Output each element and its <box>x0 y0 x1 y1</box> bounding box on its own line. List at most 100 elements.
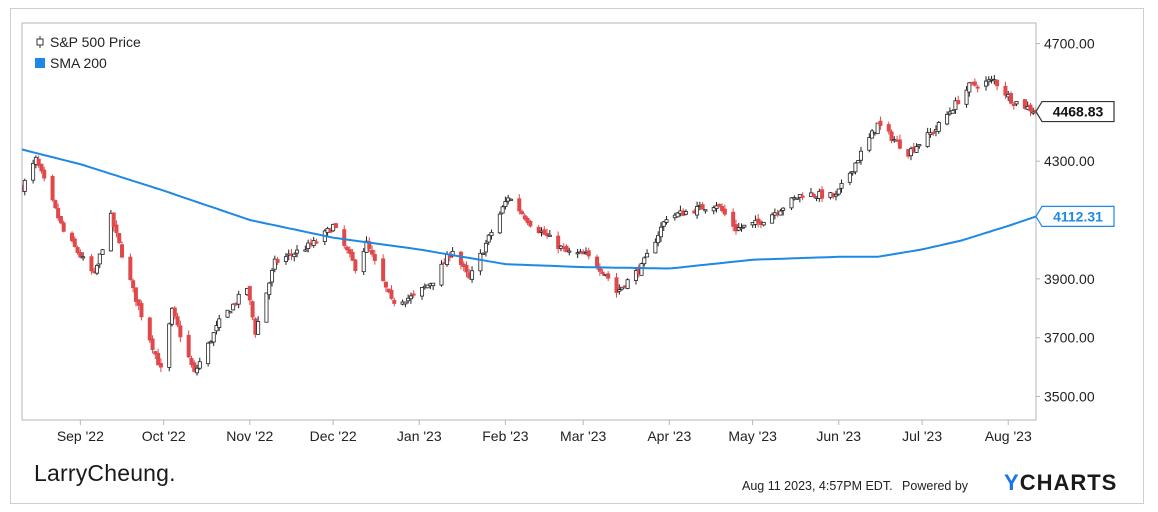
candle-body <box>586 250 591 257</box>
last-value-labels: 4468.83 4112.31 <box>1035 100 1115 228</box>
candlestick-icon-body <box>36 38 44 46</box>
candle-body <box>270 270 275 283</box>
candle-body <box>36 158 41 166</box>
candle-body <box>195 367 200 374</box>
candle-body <box>542 229 547 235</box>
candle-body <box>292 253 297 258</box>
candle-body <box>136 299 141 306</box>
last-sma-label-text: 4112.31 <box>1053 208 1103 224</box>
candle-body <box>567 250 572 253</box>
candle-body <box>556 235 561 250</box>
candlestick-icon <box>36 36 44 48</box>
legend-label-sma: SMA 200 <box>50 55 107 71</box>
footer-powered-by: Powered by <box>902 479 969 493</box>
candle-body <box>656 234 661 244</box>
y-tick-label: 4700.00 <box>1044 36 1095 52</box>
candle-body <box>408 295 413 300</box>
x-tick-label: Sep '22 <box>57 428 104 444</box>
candle-body <box>481 252 486 255</box>
candle-body <box>439 263 444 286</box>
candle-body <box>61 222 66 232</box>
candle-body <box>389 289 394 299</box>
candle-body <box>761 222 766 226</box>
candle-body <box>853 162 858 173</box>
candle-body <box>70 232 75 242</box>
candle-body <box>186 334 191 358</box>
candle-body <box>214 325 219 332</box>
sma-200-line <box>22 148 1036 270</box>
candle-body <box>908 148 913 157</box>
candle-body <box>128 256 133 280</box>
candles <box>22 74 1036 376</box>
candle-body <box>836 188 841 195</box>
candle-body <box>42 169 47 179</box>
candle-body <box>447 255 452 258</box>
candle-body <box>953 100 958 110</box>
candle-body <box>383 281 388 288</box>
candle-body <box>367 241 372 249</box>
candle-body <box>100 249 105 255</box>
candle-body <box>22 179 27 192</box>
candle-body <box>267 282 272 296</box>
candle-body <box>425 284 430 289</box>
candle-body <box>528 220 533 227</box>
candle-body <box>564 245 569 253</box>
candle-body <box>925 132 930 147</box>
candle-body <box>889 131 894 141</box>
candle-body <box>470 270 475 280</box>
candle-body <box>361 250 366 273</box>
candle-body <box>478 252 483 272</box>
candle-body <box>189 358 194 366</box>
candle-body <box>731 211 736 227</box>
candle-body <box>75 247 80 253</box>
candle-body <box>464 264 469 273</box>
candle-body <box>1022 99 1027 109</box>
candle-body <box>820 189 825 199</box>
candle-body <box>117 233 122 244</box>
candle-body <box>789 197 794 209</box>
candle-body <box>95 265 100 274</box>
candle-body <box>875 122 880 135</box>
candle-body <box>483 242 488 253</box>
candle-body <box>675 212 680 218</box>
candle-body <box>333 223 338 229</box>
candle-body <box>661 221 666 227</box>
candle-body <box>600 271 605 275</box>
candle-body <box>717 203 722 207</box>
candle-body <box>211 332 216 343</box>
candle-body <box>275 259 280 263</box>
candle-body <box>625 279 630 289</box>
ycharts-logo: YCHARTS <box>1004 470 1117 496</box>
candle-body <box>858 150 863 161</box>
candle-body <box>172 307 177 317</box>
x-tick-label: Feb '23 <box>482 428 528 444</box>
candle-body <box>158 363 163 368</box>
candle-body <box>406 297 411 302</box>
legend-swatch-sma <box>35 58 45 68</box>
candle-body <box>139 303 144 318</box>
sma-layer <box>22 148 1036 270</box>
candle-body <box>847 172 852 183</box>
candle-body <box>1003 85 1008 96</box>
candle-body <box>695 206 700 216</box>
candle-body <box>811 193 816 197</box>
candle-body <box>342 229 347 246</box>
footer-timestamp: Aug 11 2023, 4:57PM EDT. <box>742 479 893 493</box>
candle-body <box>264 292 269 323</box>
x-tick-label: Mar '23 <box>560 428 606 444</box>
ycharts-logo-text: CHARTS <box>1019 470 1118 495</box>
candle-body <box>756 218 761 224</box>
legend-label-price: S&P 500 Price <box>50 34 141 50</box>
candle-body <box>236 293 241 305</box>
candle-body <box>353 259 358 271</box>
candle-body <box>703 209 708 212</box>
candle-body <box>347 249 352 254</box>
candle-body <box>525 218 530 224</box>
candle-body <box>867 137 872 151</box>
y-axis: 4700.00 4300.00 3900.00 3700.00 3500.00 <box>1036 36 1095 404</box>
candle-body <box>983 80 988 87</box>
candle-body <box>886 124 891 132</box>
candle-body <box>133 287 138 302</box>
candle-body <box>153 351 158 355</box>
x-tick-label: May '23 <box>728 428 777 444</box>
